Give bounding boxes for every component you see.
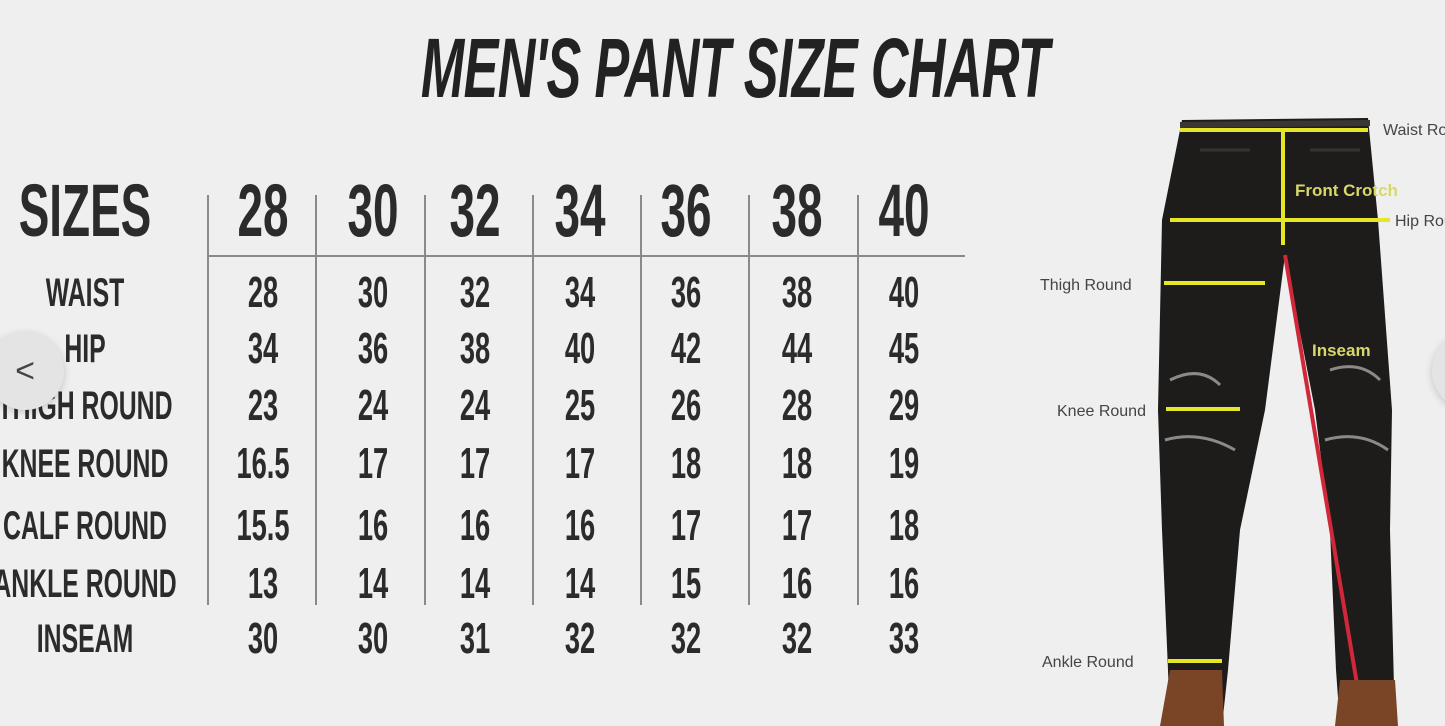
pants-diagram (1158, 118, 1398, 726)
table-cell: 16 (357, 501, 389, 550)
inseam-line (1283, 254, 1360, 691)
table-cell: 33 (888, 614, 920, 663)
table-cell: 15 (670, 559, 702, 608)
table-cell: 17 (357, 439, 389, 488)
thigh-round-label: Thigh Round (1040, 277, 1132, 294)
table-cell: 40 (888, 268, 920, 317)
table-cell: 19 (888, 439, 920, 488)
header-divider (207, 255, 965, 257)
table-cell: 30 (357, 268, 389, 317)
table-cell: 13 (247, 559, 279, 608)
knee-round-label: Knee Round (1057, 403, 1146, 420)
ankle-round-label: Ankle Round (1042, 654, 1134, 671)
size-header: 36 (660, 169, 712, 252)
table-cell: 25 (564, 381, 596, 430)
row-label: CALF ROUND (3, 504, 167, 548)
row-label: KNEE ROUND (1, 442, 169, 486)
table-cell: 16.5 (236, 439, 290, 488)
table-cell: 16 (781, 559, 813, 608)
size-header: 34 (554, 169, 606, 252)
table-cell: 42 (670, 324, 702, 373)
table-cell: 24 (357, 381, 389, 430)
hip-round-label: Hip Round (1395, 213, 1445, 230)
table-cell: 32 (459, 268, 491, 317)
chevron-left-icon: < (15, 351, 35, 390)
pants-shape (1158, 118, 1395, 726)
page-title: MEN'S PANT SIZE CHART (420, 21, 1050, 115)
table-cell: 18 (888, 501, 920, 550)
table-cell: 17 (459, 439, 491, 488)
table-cell: 29 (888, 381, 920, 430)
front-crotch-label: Front Crotch (1295, 181, 1398, 200)
table-cell: 36 (357, 324, 389, 373)
table-cell: 40 (564, 324, 596, 373)
table-cell: 34 (564, 268, 596, 317)
table-cell: 45 (888, 324, 920, 373)
row-label: WAIST (45, 271, 125, 315)
inseam-label: Inseam (1312, 341, 1371, 360)
column-divider (207, 195, 209, 605)
waist-round-label: Waist Round (1383, 122, 1445, 139)
table-cell: 30 (357, 614, 389, 663)
table-cell: 17 (564, 439, 596, 488)
table-cell: 36 (670, 268, 702, 317)
table-cell: 18 (670, 439, 702, 488)
table-cell: 14 (459, 559, 491, 608)
table-cell: 17 (781, 501, 813, 550)
sizes-header: SIZES (18, 169, 152, 252)
table-cell: 14 (564, 559, 596, 608)
table-cell: 32 (670, 614, 702, 663)
size-header: 32 (449, 169, 501, 252)
table-cell: 18 (781, 439, 813, 488)
table-cell: 32 (564, 614, 596, 663)
table-cell: 16 (459, 501, 491, 550)
size-header: 28 (237, 169, 289, 252)
row-label: ANKLE ROUND (0, 562, 177, 606)
table-cell: 34 (247, 324, 279, 373)
table-cell: 28 (247, 268, 279, 317)
column-divider (424, 195, 426, 605)
size-header: 30 (347, 169, 399, 252)
column-divider (748, 195, 750, 605)
table-cell: 30 (247, 614, 279, 663)
table-cell: 15.5 (236, 501, 290, 550)
size-header: 40 (878, 169, 930, 252)
column-divider (315, 195, 317, 605)
table-cell: 16 (564, 501, 596, 550)
size-header: 38 (771, 169, 823, 252)
row-label: HIP (64, 327, 106, 371)
carousel-next-button[interactable] (1432, 332, 1445, 410)
table-cell: 32 (781, 614, 813, 663)
table-cell: 44 (781, 324, 813, 373)
table-cell: 14 (357, 559, 389, 608)
table-cell: 16 (888, 559, 920, 608)
table-cell: 28 (781, 381, 813, 430)
column-divider (532, 195, 534, 605)
table-cell: 23 (247, 381, 279, 430)
row-label: INSEAM (36, 617, 134, 661)
column-divider (857, 195, 859, 605)
table-cell: 17 (670, 501, 702, 550)
table-cell: 38 (459, 324, 491, 373)
table-cell: 26 (670, 381, 702, 430)
column-divider (640, 195, 642, 605)
carousel-prev-button[interactable]: < (0, 332, 64, 410)
table-cell: 24 (459, 381, 491, 430)
table-cell: 38 (781, 268, 813, 317)
table-cell: 31 (459, 614, 491, 663)
